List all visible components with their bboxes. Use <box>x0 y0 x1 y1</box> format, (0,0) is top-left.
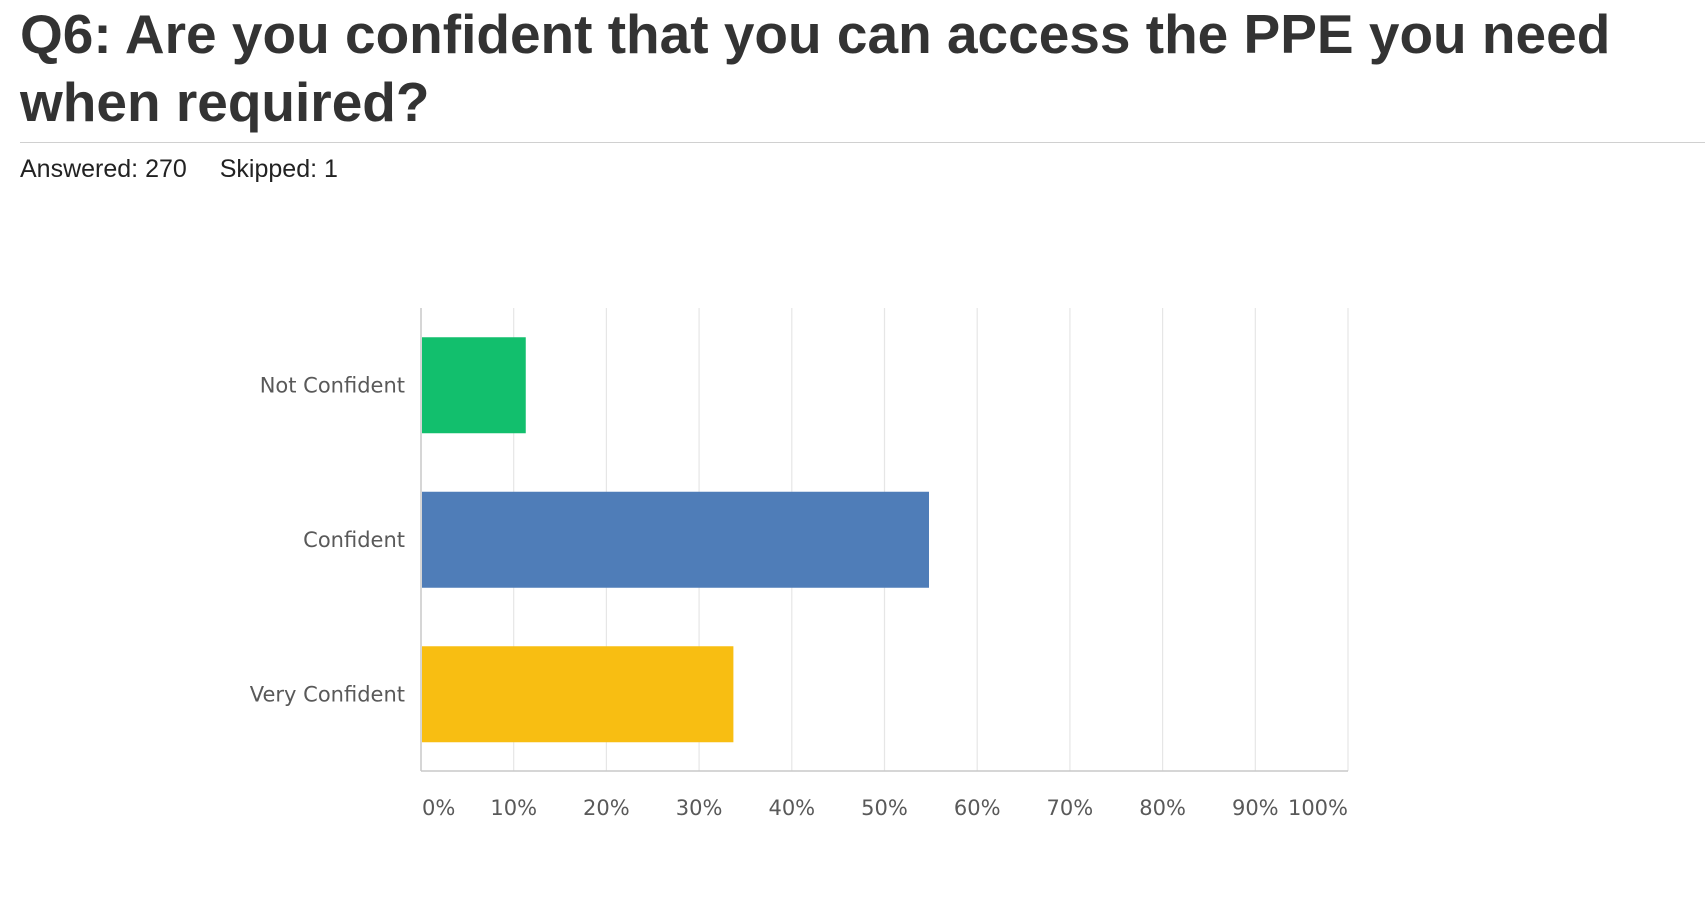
x-tick-label: 100% <box>1288 796 1348 820</box>
question-title: Q6: Are you confident that you can acces… <box>20 3 1611 133</box>
skipped-value: 1 <box>324 155 338 183</box>
x-tick-label: 0% <box>422 796 455 820</box>
x-tick-label: 60% <box>954 796 1001 820</box>
answered-stat: Answered: 270 <box>20 155 187 184</box>
bar <box>422 646 734 743</box>
x-tick-label: 10% <box>490 796 537 820</box>
x-tick-label: 90% <box>1232 796 1279 820</box>
x-tick-label: 50% <box>861 796 908 820</box>
x-tick-label: 20% <box>583 796 630 820</box>
response-stats: Answered: 270 Skipped: 1 <box>20 155 364 184</box>
bar <box>422 337 526 434</box>
category-label: Not Confident <box>260 373 405 397</box>
answered-label: Answered: <box>20 155 139 183</box>
x-tick-label: 40% <box>768 796 815 820</box>
skipped-stat: Skipped: 1 <box>220 155 338 184</box>
category-label: Very Confident <box>250 682 405 706</box>
x-tick-label: 80% <box>1139 796 1186 820</box>
bar <box>422 491 929 588</box>
x-tick-label: 30% <box>676 796 723 820</box>
skipped-label: Skipped: <box>219 155 318 183</box>
header-divider <box>20 142 1705 143</box>
category-label: Confident <box>303 528 405 552</box>
x-tick-label: 70% <box>1047 796 1094 820</box>
answered-value: 270 <box>145 155 187 183</box>
